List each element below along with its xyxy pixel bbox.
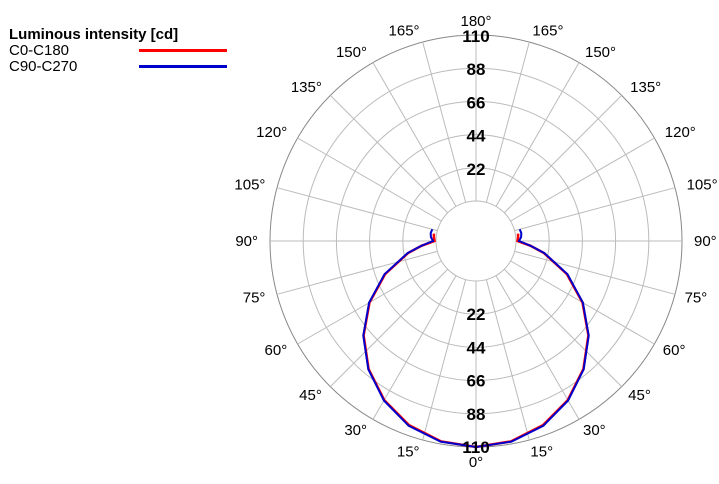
radial-tick-upper-88: 88: [467, 60, 486, 79]
angle-label-right-165: 165°: [532, 22, 563, 39]
angle-label-left-60: 60°: [265, 342, 288, 359]
angle-label-left-135: 135°: [291, 79, 322, 96]
tick-labels: 22224444666688881101100°15°30°45°60°75°9…: [234, 13, 717, 471]
legend-swatch-c90-c270: [139, 65, 227, 68]
legend-label-c0-c180: C0-C180: [9, 42, 70, 59]
grid-spoke-30: [495, 275, 580, 420]
angle-label-right-150: 150°: [585, 44, 616, 61]
angle-label-right-75: 75°: [685, 289, 708, 306]
radial-tick-upper-66: 66: [467, 93, 486, 112]
legend-item-c0-c180: C0-C180: [9, 42, 227, 59]
legend-item-c90-c270: C90-C270: [9, 58, 227, 75]
radial-tick-upper-22: 22: [467, 160, 486, 179]
grid-spoke-135: [503, 94, 623, 214]
angle-label-left-165: 165°: [389, 22, 420, 39]
angle-label-right-60: 60°: [663, 342, 686, 359]
radial-tick-lower-66: 66: [467, 372, 486, 391]
grid-spoke-285: [276, 250, 438, 295]
grid-spoke-240: [297, 137, 442, 222]
grid-spoke-15: [485, 279, 530, 441]
radial-tick-upper-110: 110: [462, 27, 489, 46]
grid-spoke-195: [422, 41, 467, 203]
legend-title: Luminous intensity [cd]: [9, 26, 179, 43]
grid-spoke-255: [276, 187, 438, 232]
angle-label-right-120: 120°: [665, 124, 696, 141]
angle-label-right-45: 45°: [628, 387, 651, 404]
angle-label-left-90: 90°: [235, 233, 258, 250]
grid-spoke-105: [514, 187, 676, 232]
radial-tick-lower-44: 44: [467, 338, 486, 357]
angle-label-right-0: 0°: [469, 454, 483, 471]
grid-spoke-225: [329, 94, 449, 214]
grid-spoke-165: [485, 41, 530, 203]
grid-spoke-210: [372, 62, 457, 207]
grid-spoke-120: [510, 137, 655, 222]
grid-spoke-345: [422, 279, 467, 441]
angle-label-left-120: 120°: [256, 124, 287, 141]
radial-tick-lower-22: 22: [467, 305, 486, 324]
radial-tick-lower-88: 88: [467, 405, 486, 424]
grid-spoke-75: [514, 250, 676, 295]
angle-label-right-90: 90°: [694, 233, 717, 250]
intensity-curves: [362, 228, 590, 449]
grid-spoke-45: [503, 268, 623, 388]
radial-tick-lower-110: 110: [462, 438, 489, 457]
grid-circle-inner: [435, 200, 517, 282]
angle-label-right-15: 15°: [530, 444, 553, 461]
angle-label-left-30: 30°: [344, 422, 367, 439]
grid-spoke-150: [495, 62, 580, 207]
legend-swatch-c0-c180: [139, 49, 227, 52]
angle-label-right-30: 30°: [583, 422, 606, 439]
angle-label-left-45: 45°: [299, 387, 322, 404]
legend: Luminous intensity [cd] C0-C180 C90-C270: [9, 26, 227, 75]
angle-label-right-180: 180°: [460, 13, 491, 30]
angle-label-right-105: 105°: [687, 177, 718, 194]
radial-tick-upper-44: 44: [467, 127, 486, 146]
angle-label-left-75: 75°: [243, 289, 266, 306]
grid-spoke-315: [329, 268, 449, 388]
angle-label-left-15: 15°: [397, 444, 420, 461]
legend-label-c90-c270: C90-C270: [9, 58, 78, 75]
angle-label-left-150: 150°: [336, 44, 367, 61]
angle-label-left-105: 105°: [234, 177, 265, 194]
angle-label-right-135: 135°: [630, 79, 661, 96]
series-curve-c90-c270: [362, 228, 590, 449]
grid-spoke-330: [372, 275, 457, 420]
